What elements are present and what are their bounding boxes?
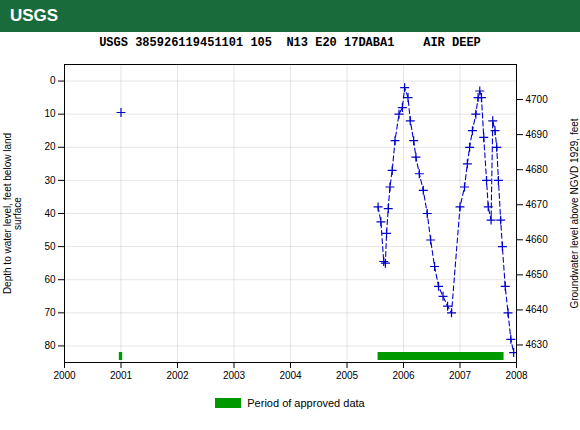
- svg-text:2002: 2002: [166, 370, 189, 381]
- svg-text:4660: 4660: [526, 234, 549, 245]
- svg-text:20: 20: [44, 141, 56, 152]
- svg-text:4680: 4680: [526, 164, 549, 175]
- html-text:USGS 385926119451101 105 N13 E: USGS 385926119451101 105 N13 E20 17DABA1…: [99, 36, 481, 50]
- html-text:Period of approved data: Period of approved data: [247, 397, 365, 409]
- svg-text:Depth to water level, feet bel: Depth to water level, feet below landsur…: [2, 133, 23, 294]
- svg-text:70: 70: [44, 307, 56, 318]
- svg-text:60: 60: [44, 274, 56, 285]
- svg-text:40: 40: [44, 208, 56, 219]
- svg-text:2006: 2006: [392, 370, 415, 381]
- svg-text:2007: 2007: [449, 370, 472, 381]
- svg-text:0: 0: [50, 75, 56, 86]
- svg-text:2008: 2008: [505, 370, 528, 381]
- svg-text:10: 10: [44, 108, 56, 119]
- svg-text:4650: 4650: [526, 269, 549, 280]
- svg-text:4690: 4690: [526, 129, 549, 140]
- svg-text:2003: 2003: [223, 370, 246, 381]
- svg-text:2001: 2001: [110, 370, 133, 381]
- svg-text:2004: 2004: [279, 370, 302, 381]
- svg-text:4630: 4630: [526, 339, 549, 350]
- svg-text:4700: 4700: [526, 94, 549, 105]
- svg-text:80: 80: [44, 340, 56, 351]
- svg-text:2005: 2005: [336, 370, 359, 381]
- svg-text:30: 30: [44, 175, 56, 186]
- svg-text:50: 50: [44, 241, 56, 252]
- svg-text:2000: 2000: [53, 370, 76, 381]
- svg-text:4640: 4640: [526, 304, 549, 315]
- html-text:USGS: USGS: [10, 6, 59, 25]
- svg-text:Groundwater level above NGVD 1: Groundwater level above NGVD 1929, feet: [569, 118, 580, 308]
- svg-text:4670: 4670: [526, 199, 549, 210]
